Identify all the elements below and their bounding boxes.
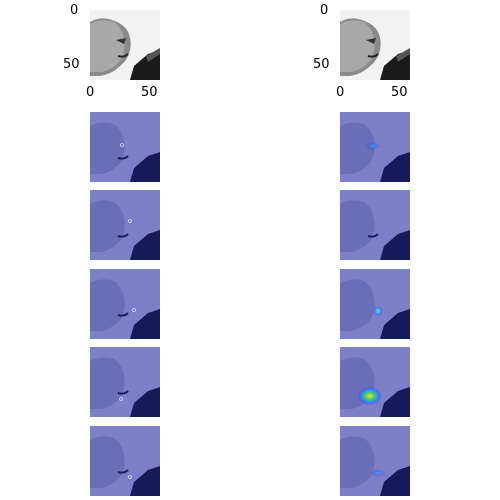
x-tick-50: 50 xyxy=(391,85,408,100)
overlay-image-left-1 xyxy=(90,112,160,182)
y-tick-50: 50 xyxy=(313,57,330,72)
overlay-image-right-3 xyxy=(340,269,410,339)
y-tick-50: 50 xyxy=(63,57,80,72)
overlay-image-right-2 xyxy=(340,190,410,260)
overlay-image-left-2 xyxy=(90,190,160,260)
overlay-image-right-1 xyxy=(340,112,410,182)
overlay-image-left-5 xyxy=(90,426,160,496)
x-tick-0: 0 xyxy=(86,85,95,100)
x-tick-0: 0 xyxy=(336,85,345,100)
overlay-image-right-4 xyxy=(340,347,410,417)
face-image-top-right xyxy=(340,10,410,80)
x-tick-50: 50 xyxy=(141,85,158,100)
overlay-image-left-3 xyxy=(90,269,160,339)
face-image-top-left xyxy=(90,10,160,80)
overlay-image-right-5 xyxy=(340,426,410,496)
y-tick-0: 0 xyxy=(320,3,329,18)
overlay-image-left-4 xyxy=(90,347,160,417)
y-tick-0: 0 xyxy=(70,3,79,18)
